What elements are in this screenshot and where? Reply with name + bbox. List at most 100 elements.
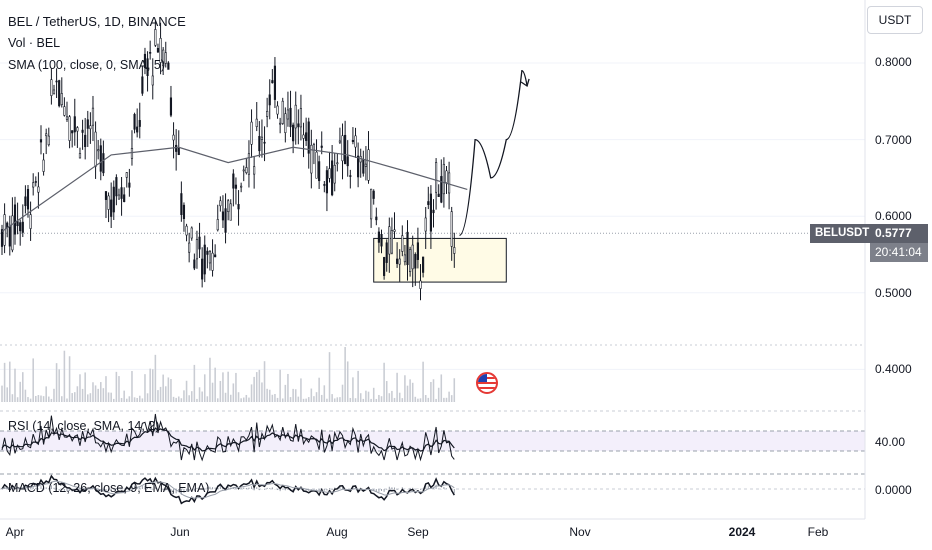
volume-bar — [112, 398, 115, 402]
sma-legend[interactable]: SMA (100, close, 0, SMA, 5) — [8, 58, 166, 72]
candle-body — [214, 254, 217, 258]
volume-bar — [29, 398, 32, 402]
volume-bar — [24, 389, 27, 402]
price-label-0800: 0.8000 — [875, 55, 912, 69]
candle-body — [55, 80, 58, 83]
volume-bar — [183, 390, 185, 402]
price-label-0600: 0.6000 — [875, 209, 912, 223]
volume-bar — [406, 385, 409, 402]
volume-bar — [274, 394, 276, 402]
candle-body — [180, 193, 183, 215]
candle-body — [164, 52, 167, 64]
candle-body — [185, 225, 188, 236]
volume-bar — [157, 390, 159, 402]
volume-bar — [248, 397, 250, 402]
volume-bar — [14, 368, 16, 402]
candle-body — [229, 203, 232, 221]
candle-body — [0, 229, 4, 247]
candle-body — [331, 160, 334, 196]
volume-bar — [141, 398, 144, 402]
rsi-legend[interactable]: RSI (14, close, SMA, 14, 2) — [8, 419, 160, 433]
volume-bar — [1, 385, 3, 402]
candle-body — [383, 257, 386, 276]
volume-bar — [346, 361, 349, 402]
candle-body — [338, 140, 342, 143]
volume-bar — [71, 393, 73, 402]
candle-body — [258, 136, 261, 152]
candle-body — [68, 116, 71, 141]
candle-body — [437, 193, 440, 197]
candle-body — [424, 217, 427, 232]
candle-body — [45, 133, 48, 137]
volume-bar — [255, 372, 258, 402]
macd-legend[interactable]: MACD (12, 26, close, 9, EMA, EMA) — [8, 481, 210, 495]
volume-bar — [357, 370, 359, 402]
candle-body — [34, 181, 37, 183]
candle-body — [432, 209, 435, 214]
volume-bar — [131, 371, 133, 402]
volume-bar — [375, 398, 378, 402]
volume-bar — [396, 372, 398, 402]
candle-body — [8, 226, 11, 247]
volume-bar — [443, 397, 445, 402]
candle-body — [266, 110, 269, 117]
volume-bar — [391, 390, 393, 402]
volume-bar — [450, 395, 453, 402]
volume-bar — [58, 369, 60, 402]
candle-body — [78, 153, 82, 159]
volume-bar — [411, 382, 414, 402]
volume-bar — [224, 392, 227, 402]
candle-body — [271, 80, 274, 84]
volume-bar — [268, 389, 271, 402]
candle-body — [182, 204, 186, 220]
volume-bar — [79, 374, 81, 402]
candle-body — [97, 149, 100, 152]
volume-bar — [45, 386, 47, 402]
candle-body — [29, 214, 32, 229]
us-flag-icon[interactable] — [476, 372, 498, 394]
candle-body — [193, 259, 196, 269]
candle-body — [175, 144, 178, 152]
volume-bar — [297, 396, 300, 402]
volume-bar — [328, 352, 331, 402]
volume-bar — [333, 398, 336, 402]
volume-bar — [362, 398, 365, 402]
candle-body — [190, 227, 193, 239]
volume-bar — [97, 388, 99, 402]
volume-bar — [365, 390, 367, 402]
price-label-0500: 0.5000 — [875, 286, 912, 300]
volume-bar — [201, 391, 203, 402]
volume-legend[interactable]: Vol · BEL — [8, 36, 61, 50]
volume-bar — [315, 392, 318, 402]
candle-body — [393, 229, 396, 232]
candle-body — [416, 242, 419, 260]
volume-bar — [32, 358, 34, 402]
candle-body — [143, 53, 147, 69]
candle-body — [286, 109, 290, 120]
volume-bar — [310, 388, 313, 402]
volume-bar — [318, 377, 320, 402]
volume-bar — [414, 396, 417, 402]
candle-body — [125, 172, 128, 178]
volume-bar — [214, 367, 216, 402]
volume-bar — [206, 396, 209, 402]
volume-bar — [216, 398, 219, 402]
symbol-title[interactable]: BEL / TetherUS, 1D, BINANCE — [8, 14, 186, 29]
volume-bar — [110, 392, 112, 402]
volume-bar — [242, 397, 245, 402]
volume-bar — [144, 374, 146, 402]
volume-bar — [422, 361, 424, 402]
volume-bar — [320, 394, 323, 402]
volume-bar — [149, 368, 151, 402]
candle-body — [346, 156, 349, 167]
candle-body — [323, 184, 326, 186]
candle-body — [370, 188, 373, 220]
volume-bar — [393, 397, 396, 402]
volume-bar — [27, 397, 29, 402]
candle-body — [128, 182, 131, 188]
candle-body — [102, 153, 105, 174]
candle-body — [305, 132, 308, 141]
currency-button[interactable]: USDT — [867, 6, 923, 34]
volume-bar — [107, 392, 110, 402]
